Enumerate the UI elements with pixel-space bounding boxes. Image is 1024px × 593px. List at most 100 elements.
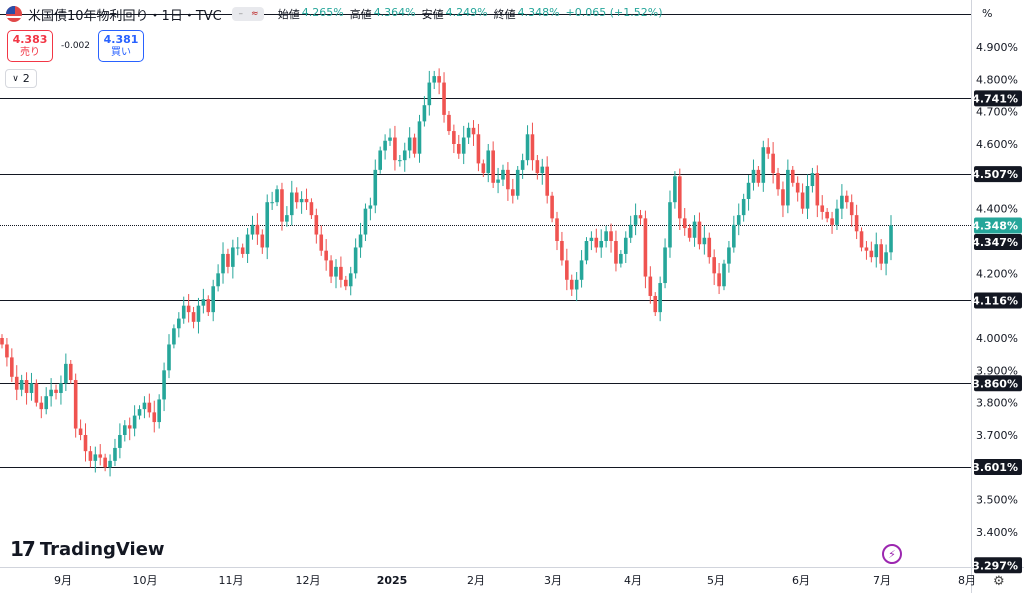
- candle-body: [535, 160, 540, 174]
- axis-unit-label[interactable]: %: [982, 7, 993, 20]
- last-price-label-bg: [974, 217, 1022, 234]
- candle-body: [574, 279, 579, 290]
- low-value: 4.249%: [445, 6, 488, 19]
- candle-body: [515, 169, 520, 196]
- candle-body: [648, 276, 653, 296]
- tradingview-mark-icon: 17: [10, 537, 36, 561]
- candle-body: [663, 247, 667, 284]
- candle-body: [786, 169, 790, 206]
- candle-body: [339, 266, 343, 280]
- candle-body: [810, 173, 815, 187]
- prev-close-label-bg: [974, 233, 1022, 250]
- candle-body: [668, 202, 672, 248]
- candle-body: [476, 134, 481, 164]
- candle-body: [604, 231, 608, 241]
- candle-body: [452, 131, 456, 144]
- candle-body: [398, 160, 402, 162]
- y-tick-label: 3.400%: [976, 526, 1018, 539]
- buy-label: 買い: [111, 47, 132, 58]
- level-price-label: 3.601%: [972, 461, 1018, 474]
- candle-body: [304, 198, 309, 203]
- candle-body: [34, 383, 39, 403]
- candle-body: [167, 344, 171, 371]
- candle-body: [324, 250, 328, 261]
- buy-button[interactable]: 4.381 買い: [98, 30, 145, 62]
- x-tick-label: 5月: [707, 574, 725, 587]
- candle-body: [673, 176, 677, 203]
- y-tick-label: 3.500%: [976, 494, 1018, 507]
- candle-body: [270, 202, 274, 204]
- candle-body: [471, 127, 476, 135]
- candle-body: [24, 380, 29, 393]
- candle-body: [614, 241, 618, 264]
- candle-body: [353, 247, 358, 274]
- tradingview-logo[interactable]: 17 TradingView: [10, 537, 165, 561]
- candle-body: [29, 383, 34, 393]
- candle-body: [844, 195, 849, 203]
- candle-body: [761, 147, 766, 183]
- candle-body: [329, 260, 333, 277]
- candle-body: [525, 134, 530, 161]
- candle-body: [692, 221, 697, 238]
- candle-body: [712, 257, 716, 274]
- market-status-indicator[interactable]: – ≈: [231, 7, 264, 21]
- candle-body: [191, 312, 196, 322]
- candle-body: [319, 234, 324, 251]
- candle-body: [83, 435, 88, 452]
- candle-body: [113, 447, 117, 461]
- y-tick-label: 4.000%: [976, 332, 1018, 345]
- settings-gear-icon[interactable]: ⚙: [993, 574, 1005, 589]
- sell-button[interactable]: 4.383 売り: [7, 30, 53, 62]
- candle-body: [255, 224, 260, 235]
- candle-body: [402, 150, 407, 161]
- indicator-toggle-button[interactable]: ∨ 2: [5, 69, 37, 88]
- candle-body: [732, 224, 736, 248]
- symbol-title[interactable]: 米国債10年物利回り・1日・TVC: [28, 8, 222, 24]
- candle-body: [697, 221, 702, 245]
- candle-body: [260, 234, 265, 248]
- candle-body: [751, 169, 756, 183]
- x-tick-label: 11月: [219, 574, 244, 587]
- spread-value: -0.002: [61, 41, 91, 51]
- candle-body: [491, 150, 495, 183]
- candle-body: [422, 105, 427, 122]
- candle-body: [152, 412, 157, 423]
- ohlc-values: 始値 4.265% 高値 4.364% 安値 4.249% 終値 4.348% +0.0…: [274, 6, 663, 22]
- level-price-label-bg: [974, 557, 1022, 574]
- candle-body: [314, 215, 319, 235]
- high-label: 高値: [349, 8, 372, 21]
- candle-body: [589, 237, 594, 241]
- x-tick-label: 8月: [958, 574, 976, 587]
- candle-body: [511, 189, 515, 196]
- candle-body: [722, 263, 726, 287]
- level-price-label: 4.507%: [972, 168, 1018, 181]
- candle-body: [565, 260, 569, 280]
- candle-body: [707, 237, 712, 258]
- candle-body: [756, 169, 761, 183]
- close-label: 終値: [493, 8, 516, 21]
- candle-body: [766, 147, 771, 154]
- candle-body: [545, 166, 549, 196]
- candle-body: [579, 260, 584, 280]
- trade-panel: 4.383 売り -0.002 4.381 買い: [7, 30, 145, 62]
- candle-body: [727, 247, 731, 264]
- candle-body: [265, 202, 270, 248]
- x-tick-label: 7月: [873, 574, 891, 587]
- candle-body: [736, 215, 741, 225]
- candle-body: [678, 176, 682, 219]
- candle-body: [550, 195, 554, 219]
- candle-body: [93, 454, 98, 461]
- candle-body: [108, 460, 112, 468]
- candle-body: [437, 76, 441, 83]
- candle-body: [231, 247, 235, 267]
- candle-body: [172, 328, 176, 345]
- level-price-label-bg: [974, 459, 1022, 476]
- candle-body: [594, 237, 599, 248]
- candle-body: [245, 234, 250, 254]
- candle-body: [299, 198, 304, 203]
- candle-body: [496, 179, 500, 183]
- candle-body: [334, 266, 338, 277]
- minus-icon: –: [238, 9, 243, 19]
- lightning-icon[interactable]: ⚡: [882, 544, 902, 564]
